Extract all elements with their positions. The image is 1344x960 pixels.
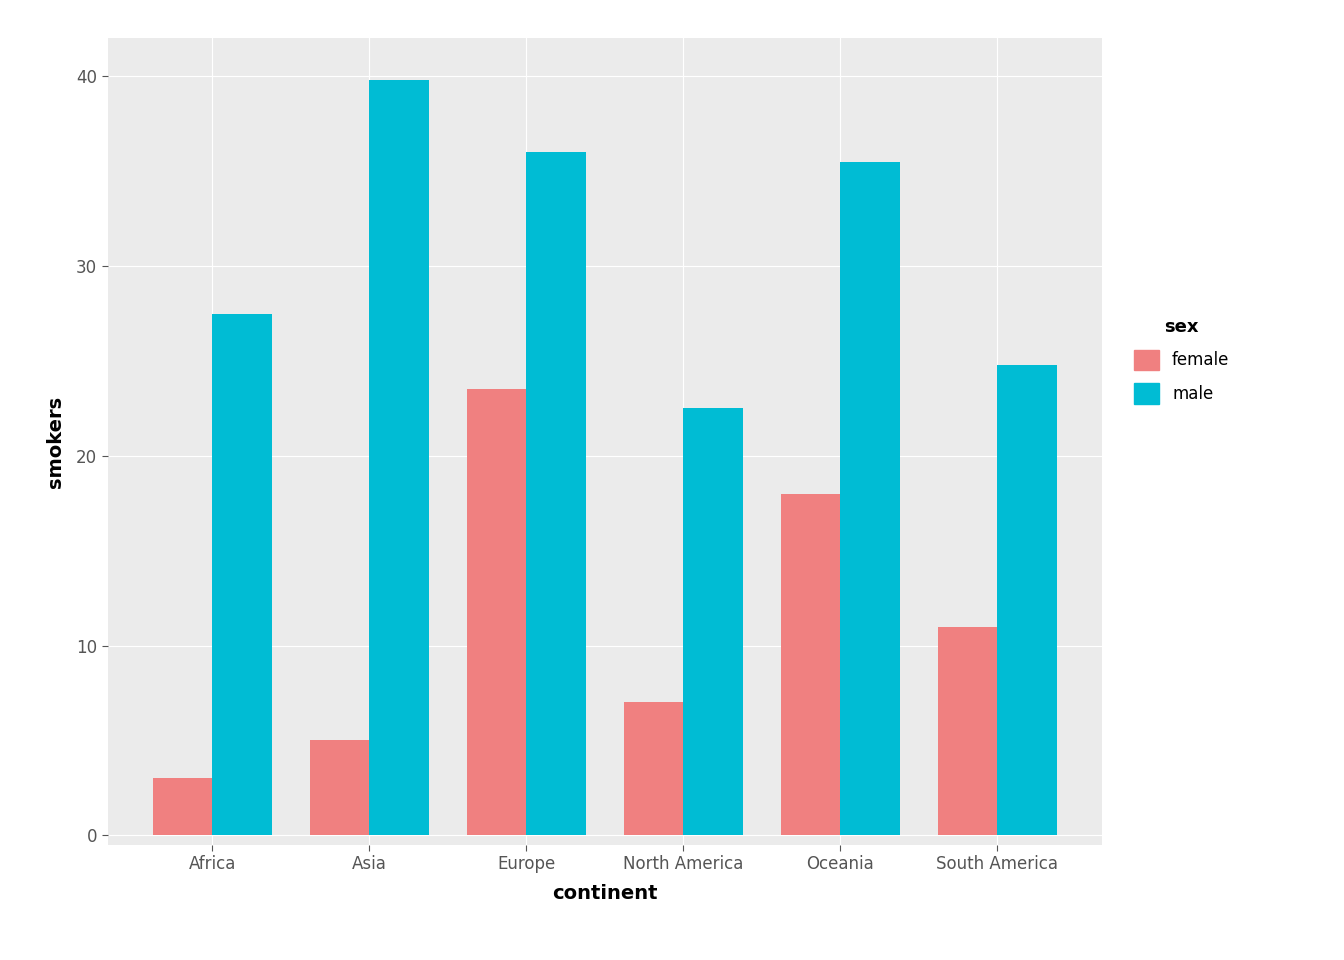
Bar [938,627,997,835]
Bar [212,314,271,835]
Bar [466,390,527,835]
Bar [683,408,743,835]
Bar [153,779,212,835]
Bar [781,493,840,835]
Bar [309,740,370,835]
Bar [840,161,900,835]
Bar [370,80,429,835]
Bar [527,153,586,835]
X-axis label: continent: continent [552,884,657,903]
Bar [997,365,1056,835]
Bar [624,703,683,835]
Legend: female, male: female, male [1121,305,1243,417]
Y-axis label: smokers: smokers [46,396,65,488]
